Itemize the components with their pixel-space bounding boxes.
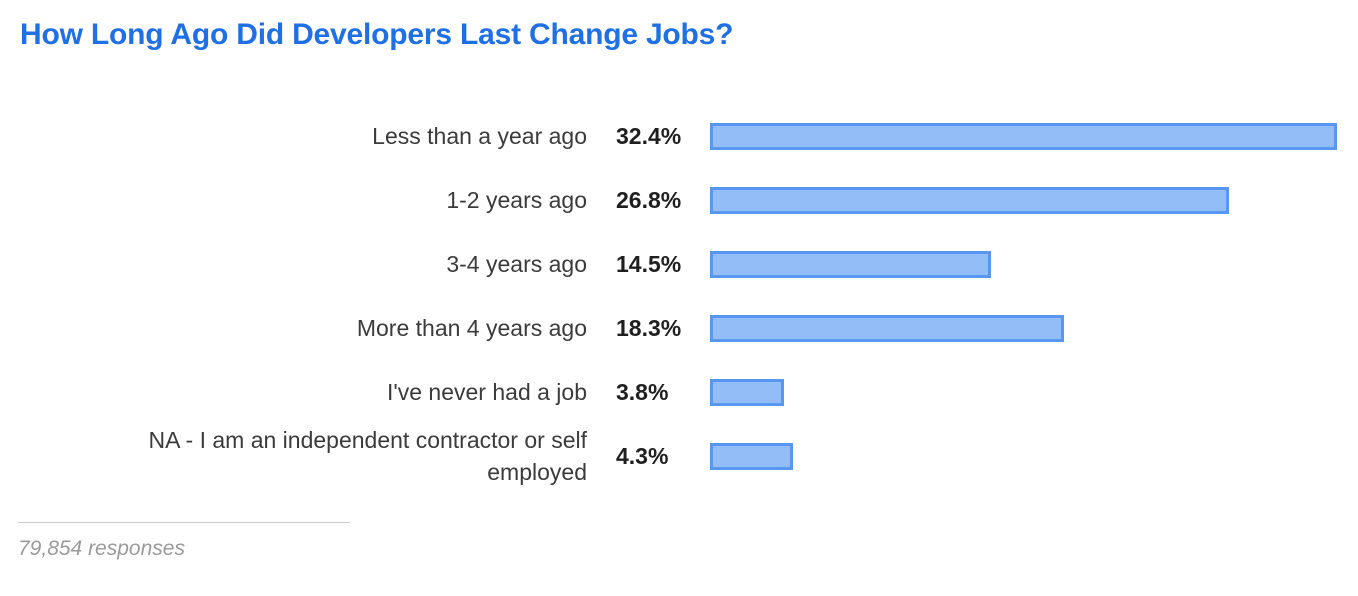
bar bbox=[710, 186, 1229, 214]
bar-track bbox=[710, 314, 1337, 342]
bar bbox=[710, 122, 1337, 150]
chart-row: I've never had a job 3.8% bbox=[0, 360, 1358, 424]
chart-row: Less than a year ago 32.4% bbox=[0, 104, 1358, 168]
bar bbox=[710, 442, 794, 470]
bar bbox=[710, 250, 991, 278]
chart-row: 1-2 years ago 26.8% bbox=[0, 168, 1358, 232]
bar-track bbox=[710, 250, 1337, 278]
footer-divider bbox=[18, 522, 350, 523]
category-label: Less than a year ago bbox=[372, 123, 587, 149]
chart-row: 3-4 years ago 14.5% bbox=[0, 232, 1358, 296]
chart-title: How Long Ago Did Developers Last Change … bbox=[20, 18, 734, 51]
category-label: More than 4 years ago bbox=[356, 315, 587, 341]
value-label: 32.4% bbox=[616, 122, 682, 149]
bar-track bbox=[710, 122, 1337, 150]
bar-chart: Less than a year ago 32.4% 1-2 years ago… bbox=[0, 104, 1358, 488]
chart-row: More than 4 years ago 18.3% bbox=[0, 296, 1358, 360]
value-label: 14.5% bbox=[616, 250, 682, 277]
chart-row: NA - I am an independent contractor or s… bbox=[0, 424, 1358, 488]
category-label: I've never had a job bbox=[386, 379, 587, 405]
value-label: 4.3% bbox=[616, 442, 669, 469]
value-label: 18.3% bbox=[616, 314, 682, 341]
category-label: NA - I am an independent contractor or s… bbox=[148, 427, 587, 485]
bar-track bbox=[710, 442, 1337, 470]
value-label: 26.8% bbox=[616, 186, 682, 213]
survey-chart-page: How Long Ago Did Developers Last Change … bbox=[0, 18, 1358, 561]
value-label: 3.8% bbox=[616, 378, 669, 405]
category-label: 3-4 years ago bbox=[446, 251, 587, 277]
bar-track bbox=[710, 378, 1337, 406]
bar-track bbox=[710, 186, 1337, 214]
responses-count: 79,854 responses bbox=[18, 537, 185, 560]
bar bbox=[710, 314, 1065, 342]
category-label: 1-2 years ago bbox=[446, 187, 587, 213]
bar bbox=[710, 378, 784, 406]
